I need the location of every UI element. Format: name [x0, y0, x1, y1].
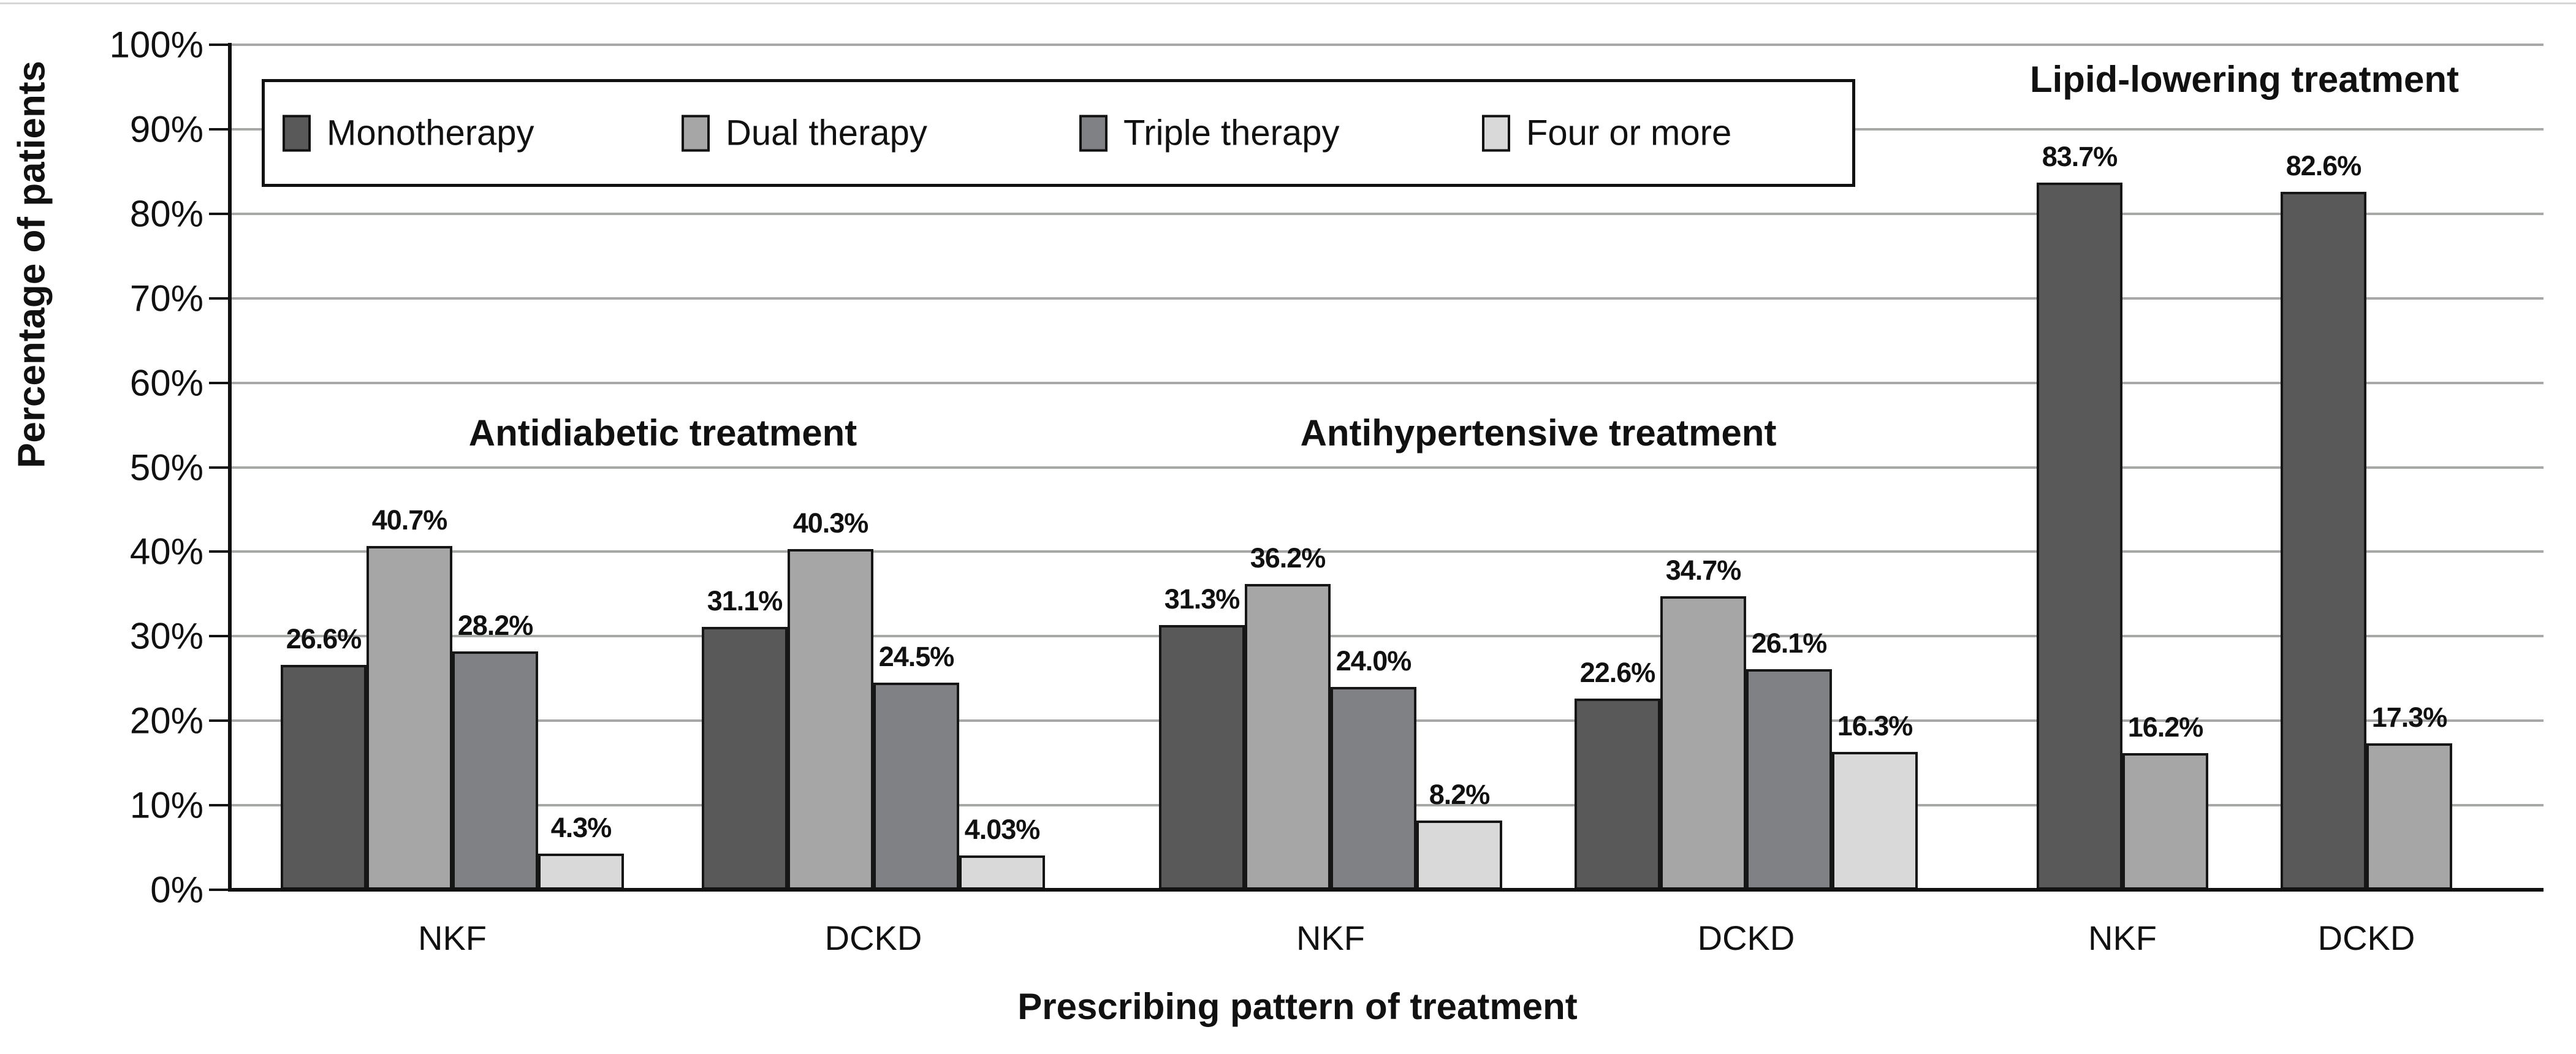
bar-value-label: 82.6% [2285, 150, 2362, 181]
bar-triple-therapy [873, 683, 959, 890]
category-label-nkf: NKF [418, 919, 487, 957]
bar-monotherapy [2037, 183, 2122, 890]
y-axis-tick [209, 889, 231, 891]
bar-value-label: 4.3% [550, 812, 612, 843]
y-axis-tick [209, 635, 231, 637]
bar-value-label: 40.7% [371, 504, 448, 536]
legend-item-label: Dual therapy [726, 113, 927, 153]
bar-dual-therapy [1245, 584, 1331, 890]
x-axis-line [228, 888, 2544, 892]
bar-value-label: 31.3% [1164, 583, 1241, 615]
bar-value-label: 24.0% [1335, 645, 1412, 677]
y-tick-label: 50% [129, 447, 203, 488]
y-tick-label: 40% [129, 531, 203, 572]
bar-monotherapy [1575, 699, 1660, 890]
y-axis-tick [209, 297, 231, 300]
y-axis-tick [209, 213, 231, 215]
y-tick-label: 100% [109, 24, 203, 66]
bar-monotherapy [2281, 192, 2366, 890]
legend-swatch-icon [1079, 115, 1108, 151]
y-tick-label: 70% [129, 278, 203, 319]
y-tick-label: 30% [129, 615, 203, 657]
bar-four-or-more [1416, 821, 1502, 890]
y-tick-label: 80% [129, 193, 203, 235]
gridline [231, 466, 2544, 469]
y-axis-tick [209, 128, 231, 131]
legend-item-label: Four or more [1526, 113, 1732, 153]
gridline [231, 550, 2544, 553]
bar-dual-therapy [1660, 596, 1746, 890]
y-tick-label: 20% [129, 700, 203, 741]
bar-value-label: 28.2% [457, 610, 534, 641]
category-label-dckd: DCKD [1697, 919, 1795, 957]
gridline [231, 382, 2544, 384]
y-axis-line [228, 43, 232, 892]
bar-value-label: 17.3% [2371, 702, 2448, 733]
y-axis-tick [209, 719, 231, 722]
legend-item-dual-therapy: Dual therapy [682, 113, 927, 154]
bar-value-label: 4.03% [964, 814, 1041, 845]
category-label-dckd: DCKD [824, 919, 922, 957]
legend-item-label: Triple therapy [1123, 113, 1340, 153]
bar-value-label: 26.1% [1751, 627, 1828, 659]
bar-triple-therapy [1331, 687, 1416, 890]
legend-item-label: Monotherapy [327, 113, 534, 153]
gridline [231, 44, 2544, 46]
y-axis-tick [209, 466, 231, 469]
bar-value-label: 16.2% [2127, 711, 2204, 743]
y-axis-tick [209, 382, 231, 384]
bar-value-label: 83.7% [2042, 141, 2118, 172]
bar-triple-therapy [1746, 669, 1832, 890]
legend-swatch-icon [1482, 115, 1510, 151]
bar-four-or-more [959, 855, 1045, 890]
y-tick-label: 0% [150, 869, 203, 911]
bar-value-label: 40.3% [792, 507, 869, 539]
bar-value-label: 8.2% [1429, 779, 1491, 810]
bar-monotherapy [702, 627, 788, 890]
legend-item-four-or-more: Four or more [1482, 113, 1731, 154]
y-tick-label: 10% [129, 784, 203, 826]
bar-value-label: 36.2% [1250, 542, 1326, 574]
bar-value-label: 24.5% [878, 641, 955, 672]
legend-swatch-icon [283, 115, 311, 151]
category-label-dckd: DCKD [2317, 919, 2415, 957]
legend-item-triple-therapy: Triple therapy [1079, 113, 1339, 154]
y-tick-label: 90% [129, 108, 203, 150]
y-axis-tick [209, 550, 231, 553]
y-axis-tick [209, 804, 231, 806]
section-title: Antihypertensive treatment [1300, 412, 1777, 453]
bar-triple-therapy [452, 651, 538, 890]
bar-four-or-more [1832, 752, 1918, 890]
bar-dual-therapy [2366, 743, 2452, 890]
gridline [231, 213, 2544, 215]
y-axis-tick [209, 44, 231, 46]
section-title: Antidiabetic treatment [468, 412, 857, 453]
bar-value-label: 31.1% [707, 585, 783, 616]
legend-item-monotherapy: Monotherapy [283, 113, 534, 154]
gridline [231, 635, 2544, 637]
category-label-nkf: NKF [2088, 919, 2157, 957]
legend: Monotherapy Dual therapy Triple therapy Fou… [262, 79, 1855, 187]
bar-dual-therapy [788, 549, 873, 890]
bar-value-label: 22.6% [1579, 657, 1656, 688]
x-axis-title: Prescribing pattern of treatment [1017, 986, 1578, 1027]
bar-four-or-more [538, 854, 624, 890]
bar-dual-therapy [367, 546, 452, 890]
legend-swatch-icon [682, 115, 710, 151]
bar-value-label: 34.7% [1665, 555, 1742, 586]
bar-monotherapy [1159, 625, 1245, 890]
bar-monotherapy [281, 665, 367, 890]
category-label-nkf: NKF [1296, 919, 1365, 957]
y-tick-label: 60% [129, 362, 203, 404]
gridline [231, 297, 2544, 300]
bar-value-label: 16.3% [1837, 710, 1913, 741]
bar-dual-therapy [2122, 753, 2208, 890]
figure-top-edge [0, 2, 2576, 4]
section-title: Lipid-lowering treatment [2029, 59, 2460, 100]
bar-value-label: 26.6% [286, 623, 362, 654]
